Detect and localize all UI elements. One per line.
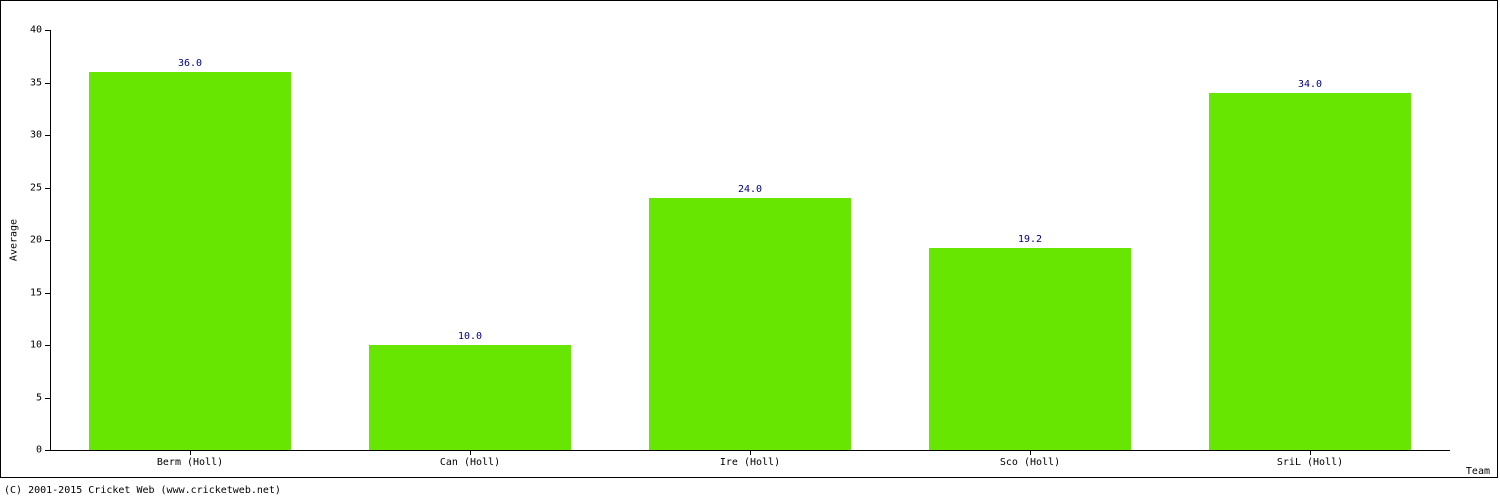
- x-tick: [1310, 450, 1311, 455]
- y-tick: [45, 345, 50, 346]
- x-tick-label: Sco (Holl): [1000, 457, 1060, 468]
- y-tick: [45, 135, 50, 136]
- copyright-text: (C) 2001-2015 Cricket Web (www.cricketwe…: [4, 485, 281, 496]
- y-tick: [45, 398, 50, 399]
- y-tick-label: 20: [20, 235, 42, 246]
- x-tick-label: SriL (Holl): [1277, 457, 1343, 468]
- bar-value-label: 34.0: [1298, 79, 1322, 90]
- y-tick-label: 40: [20, 25, 42, 36]
- y-tick: [45, 450, 50, 451]
- x-tick-label: Ire (Holl): [720, 457, 780, 468]
- x-tick-label: Berm (Holl): [157, 457, 223, 468]
- x-tick-label: Can (Holl): [440, 457, 500, 468]
- bar-value-label: 19.2: [1018, 234, 1042, 245]
- x-axis-title: Team: [1466, 466, 1490, 477]
- y-tick: [45, 30, 50, 31]
- bar-value-label: 10.0: [458, 331, 482, 342]
- bar-value-label: 36.0: [178, 58, 202, 69]
- x-tick: [470, 450, 471, 455]
- bar: [89, 72, 291, 450]
- bar: [929, 248, 1131, 450]
- y-tick: [45, 293, 50, 294]
- x-tick: [750, 450, 751, 455]
- y-tick: [45, 240, 50, 241]
- x-tick: [1030, 450, 1031, 455]
- y-tick: [45, 188, 50, 189]
- y-tick: [45, 83, 50, 84]
- x-tick: [190, 450, 191, 455]
- y-axis-line: [50, 30, 51, 450]
- bar-value-label: 24.0: [738, 184, 762, 195]
- bar: [1209, 93, 1411, 450]
- y-tick-label: 0: [20, 445, 42, 456]
- y-tick-label: 35: [20, 77, 42, 88]
- y-tick-label: 5: [20, 392, 42, 403]
- y-axis-title: Average: [9, 219, 20, 261]
- bar: [649, 198, 851, 450]
- y-tick-label: 10: [20, 340, 42, 351]
- y-tick-label: 30: [20, 130, 42, 141]
- bar: [369, 345, 571, 450]
- y-tick-label: 15: [20, 287, 42, 298]
- y-tick-label: 25: [20, 182, 42, 193]
